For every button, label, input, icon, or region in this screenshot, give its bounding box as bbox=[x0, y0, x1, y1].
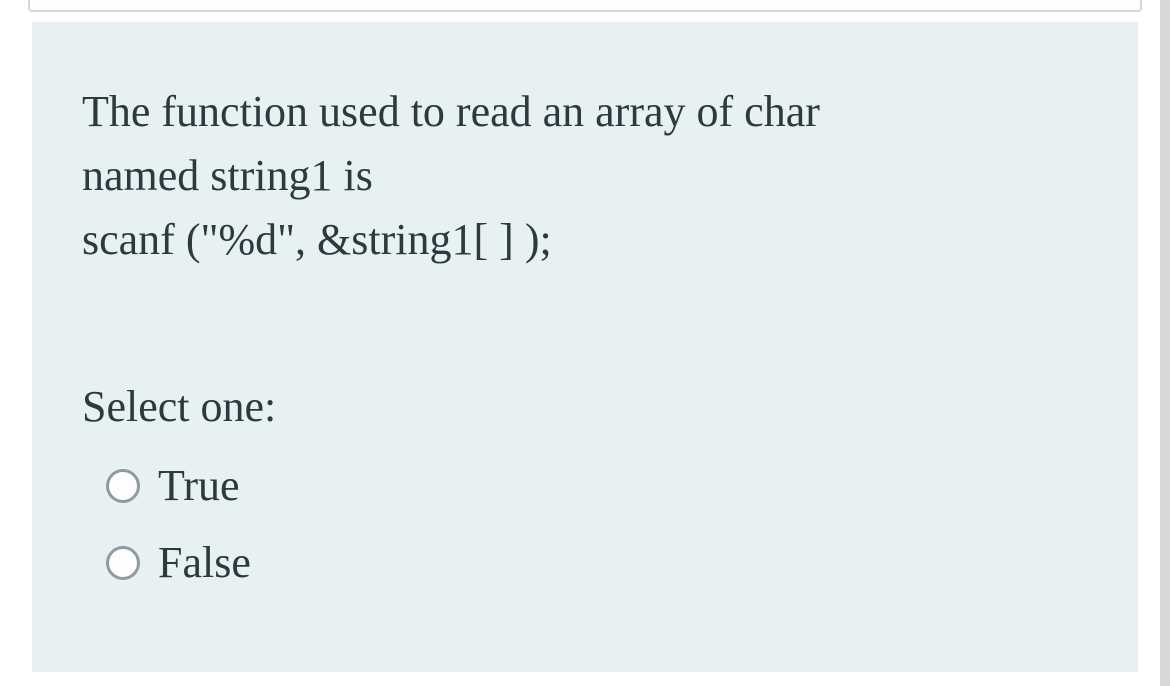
previous-card-bottom-edge bbox=[28, 0, 1142, 12]
question-line-2: named string1 is bbox=[82, 151, 373, 200]
radio-icon[interactable] bbox=[106, 546, 140, 580]
question-line-1: The function used to read an array of ch… bbox=[82, 87, 820, 136]
question-card: The function used to read an array of ch… bbox=[32, 22, 1138, 672]
scrollbar-track[interactable] bbox=[1160, 0, 1170, 686]
question-text: The function used to read an array of ch… bbox=[82, 80, 1088, 271]
question-line-3: scanf ("%d", &string1[ ] ); bbox=[82, 215, 552, 264]
option-true[interactable]: True bbox=[106, 460, 1088, 511]
option-false[interactable]: False bbox=[106, 537, 1088, 588]
select-one-label: Select one: bbox=[82, 381, 1088, 432]
option-false-label: False bbox=[158, 537, 251, 588]
viewport: The function used to read an array of ch… bbox=[0, 0, 1170, 686]
option-true-label: True bbox=[158, 460, 240, 511]
radio-icon[interactable] bbox=[106, 469, 140, 503]
